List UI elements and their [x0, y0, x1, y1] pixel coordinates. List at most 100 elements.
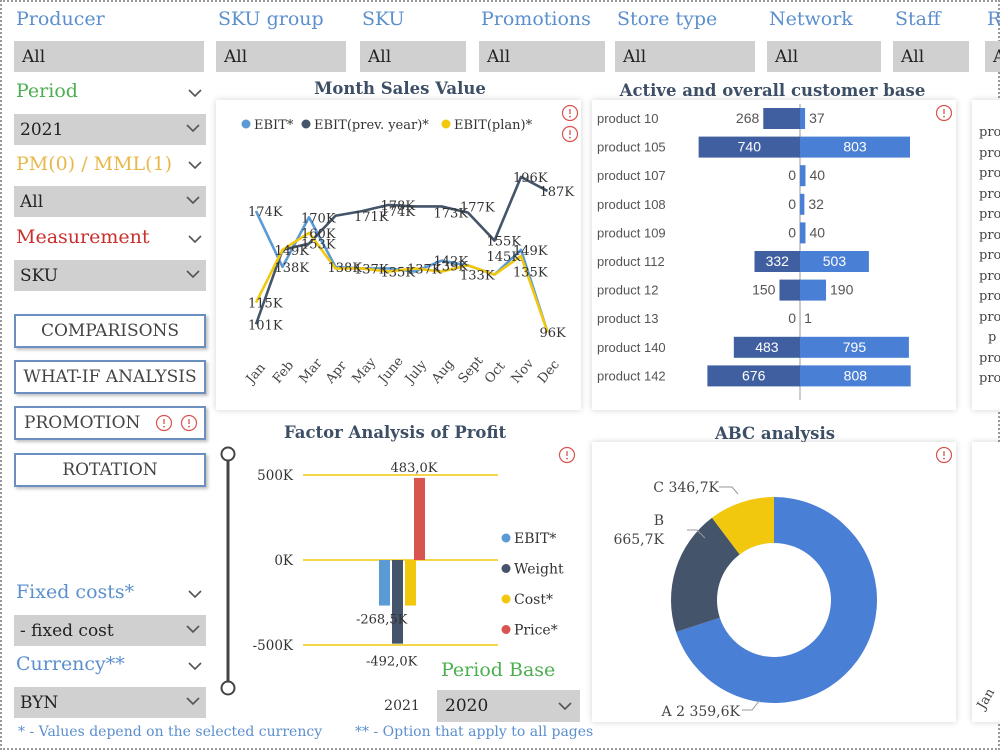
info-icon[interactable]: [180, 414, 198, 432]
filter-value: All: [623, 47, 647, 67]
x-tick-label: Nov: [509, 356, 538, 386]
partial-item: pro: [979, 207, 1000, 222]
category-label: product 10: [597, 111, 658, 126]
category-label: product 107: [597, 168, 666, 183]
x-tick-label: Jan: [242, 360, 269, 388]
period-collapse-chevron-icon[interactable]: [188, 88, 202, 102]
filter-dropdown-7[interactable]: A: [985, 41, 1000, 72]
info-icon[interactable]: [558, 446, 576, 464]
filter-label-1: SKU group: [218, 8, 324, 30]
chevron-down-icon: [186, 624, 200, 638]
filter-label-7: R: [987, 8, 1000, 30]
comparisons-button[interactable]: COMPARISONS: [14, 314, 206, 348]
period-label: Period: [16, 80, 78, 102]
bar-overall: [800, 365, 911, 387]
legend-label-2: Cost*: [514, 592, 553, 608]
value-label-overall: 37: [809, 110, 825, 126]
info-icon[interactable]: [935, 446, 953, 464]
filter-label-2: SKU: [362, 8, 405, 30]
data-label: 174K: [248, 205, 283, 220]
data-label: 196K: [513, 171, 548, 186]
factor-data-label: 483,0K: [391, 461, 438, 476]
partial-item: pro: [979, 309, 1000, 325]
y-tick-label: -500K: [253, 638, 294, 654]
pm-mml-label: PM(0) / MML(1): [16, 153, 173, 175]
category-label: product 142: [597, 368, 666, 383]
category-label: product 112: [597, 254, 665, 269]
partial-axis-label: Jan: [973, 685, 998, 713]
period-dropdown[interactable]: 2021: [14, 114, 206, 145]
legend-label-1: EBIT(prev. year)*: [314, 118, 429, 133]
filter-dropdown-1[interactable]: All: [216, 41, 346, 72]
leader-line: [742, 699, 761, 711]
filter-dropdown-0[interactable]: All: [14, 41, 204, 72]
chevron-down-icon: [186, 269, 200, 283]
value-label-active: 0: [788, 310, 796, 326]
info-icon[interactable]: [561, 125, 579, 143]
rotation-button[interactable]: ROTATION: [14, 453, 206, 487]
currency-dropdown[interactable]: BYN: [14, 687, 206, 718]
what-if-analysis-button[interactable]: WHAT-IF ANALYSIS: [14, 360, 206, 394]
range-slider-handle-top[interactable]: [220, 446, 236, 462]
chevron-down-icon: [186, 195, 200, 209]
measurement-collapse-chevron-icon[interactable]: [188, 234, 202, 248]
filter-value: All: [368, 47, 392, 67]
factor-data-label: -268,5K: [356, 613, 408, 628]
fixed-costs-value: - fixed cost: [20, 621, 114, 641]
filter-value: All: [901, 47, 925, 67]
bar-active: [779, 279, 800, 301]
donut-label: 665,7K: [613, 532, 664, 548]
bar-active: [698, 136, 800, 158]
factor-bar-1: [392, 560, 403, 644]
partial-item: pro: [979, 145, 1000, 161]
category-label: product 140: [597, 340, 666, 355]
range-slider-handle-bottom[interactable]: [220, 680, 236, 696]
legend-marker-2: [441, 119, 451, 129]
info-icon[interactable]: [561, 104, 579, 122]
donut-label: C 346,7K: [653, 480, 719, 496]
bar-overall: [800, 136, 911, 158]
factor-analysis-card: 500K 0K -500K 483,0K -268,5K -492,0K 2021 EBIT*…: [216, 442, 581, 722]
footnote-currency: * - Values depend on the selected curren…: [18, 724, 323, 740]
factor-bar-0: [379, 560, 390, 606]
info-icon[interactable]: [155, 414, 173, 432]
data-label: 135K: [513, 266, 548, 281]
fixed-costs-collapse-chevron-icon[interactable]: [188, 589, 202, 603]
fixed-costs-dropdown[interactable]: - fixed cost: [14, 615, 206, 646]
abc-donut-chart: A 2 359,6K B 665,7K C 346,7K: [613, 480, 877, 720]
period-base-dropdown[interactable]: 2020: [437, 690, 580, 722]
value-label-active: 740: [738, 139, 762, 155]
measurement-dropdown[interactable]: SKU: [14, 260, 206, 291]
chevron-down-icon: [186, 696, 200, 710]
pm-mml-dropdown[interactable]: All: [14, 186, 206, 217]
fixed-costs-label: Fixed costs*: [16, 581, 135, 603]
data-label: 174K: [381, 205, 416, 220]
pm-collapse-chevron-icon[interactable]: [188, 160, 202, 174]
data-label: 138K: [328, 261, 363, 276]
filter-label-5: Network: [769, 8, 853, 30]
bar-overall: [800, 336, 909, 358]
currency-collapse-chevron-icon[interactable]: [188, 661, 202, 675]
filter-label-3: Promotions: [481, 8, 591, 30]
value-label-active: 0: [788, 167, 796, 183]
legend-marker-0: [501, 533, 511, 543]
partial-item: pro: [979, 350, 1000, 366]
customer-base-bar-chart: product 10 268 37 product 105 740 803 product …: [597, 104, 911, 400]
filter-dropdown-2[interactable]: All: [360, 41, 466, 72]
value-label-active: 0: [788, 224, 796, 240]
value-label-overall: 803: [843, 139, 867, 155]
x-tick-label: Feb: [270, 358, 297, 386]
data-label: 170K: [301, 211, 336, 226]
promotion-button[interactable]: PROMOTION: [14, 406, 206, 440]
partial-item: pro: [979, 166, 1000, 181]
filter-value: All: [224, 47, 248, 67]
filter-dropdown-4[interactable]: All: [615, 41, 755, 72]
filter-dropdown-5[interactable]: All: [767, 41, 881, 72]
data-label: 177K: [460, 200, 495, 215]
info-icon[interactable]: [935, 104, 953, 122]
category-label: product 108: [597, 197, 666, 212]
filter-dropdown-3[interactable]: All: [479, 41, 605, 72]
filter-dropdown-6[interactable]: All: [893, 41, 969, 72]
partial-item: pro: [979, 125, 1000, 140]
category-label: product 12: [597, 283, 658, 298]
